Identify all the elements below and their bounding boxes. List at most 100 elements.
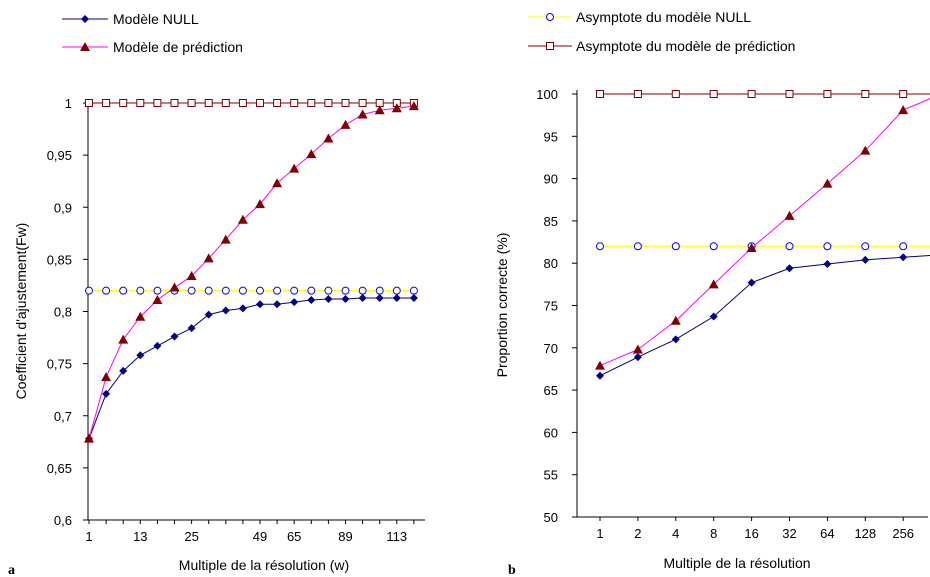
data-point-null: [102, 389, 111, 398]
y-tick-label: 95: [544, 129, 558, 144]
series-asymptote-null: [596, 242, 930, 251]
data-point-asymptote-prediction: [861, 90, 870, 98]
data-point-asymptote-prediction: [358, 99, 367, 107]
data-point-asymptote-prediction: [899, 90, 908, 98]
data-point-asymptote-null: [187, 286, 196, 295]
y-ticks-a: 0,6 0,65 0,7 0,75 0,8 0,85 0,9 0,95 1: [47, 96, 88, 528]
data-point-prediction: [255, 199, 265, 209]
x-axis-label-b: Multiple de la résolution: [663, 555, 810, 571]
y-ticks-b: 50 55 60 65 70 75 80 85 90 95 100: [536, 87, 577, 525]
data-point-null: [136, 351, 145, 360]
data-point-prediction: [186, 271, 197, 281]
series-asymptote-prediction: [85, 99, 418, 107]
data-point-asymptote-prediction: [85, 99, 93, 107]
data-point-asymptote-prediction: [341, 99, 350, 107]
series-b: [595, 90, 930, 380]
data-point-null: [119, 366, 128, 375]
data-point-asymptote-null: [119, 286, 128, 295]
data-point-prediction: [101, 372, 112, 382]
data-point-asymptote-prediction: [596, 90, 604, 98]
series-line-null: [599, 254, 930, 377]
data-point-prediction: [822, 178, 833, 188]
y-axis-label-a: Coefficient d'ajustement(Fw): [13, 223, 29, 400]
data-point-prediction: [340, 119, 351, 129]
data-point-null: [221, 306, 230, 315]
data-point-asymptote-null: [899, 242, 908, 251]
legend-marker-asym-null: [546, 13, 554, 21]
data-point-null: [899, 253, 908, 262]
data-point-prediction: [632, 344, 643, 354]
data-point-null: [238, 304, 247, 313]
data-point-prediction: [152, 295, 163, 305]
data-point-prediction: [784, 210, 795, 220]
data-point-asymptote-null: [153, 286, 162, 295]
y-tick-label: 70: [544, 341, 558, 356]
legend-a: Modèle NULL Modèle de prédiction: [62, 11, 243, 55]
data-point-prediction: [898, 105, 909, 115]
data-point-asymptote-null: [392, 286, 401, 295]
data-point-prediction: [595, 360, 605, 370]
x-tick-label: 13: [133, 529, 147, 544]
data-point-asymptote-null: [671, 242, 680, 251]
y-tick-label: 100: [536, 87, 558, 102]
x-tick-label: 128: [854, 526, 876, 541]
x-tick-label: 65: [287, 529, 301, 544]
data-point-asymptote-null: [358, 286, 367, 295]
data-point-null: [341, 294, 350, 303]
data-point-null: [823, 260, 832, 269]
data-point-asymptote-prediction: [221, 99, 230, 107]
axes-a: [87, 99, 425, 521]
series-asymptote-null: [85, 286, 418, 295]
data-point-asymptote-null: [85, 286, 93, 295]
y-tick-label: 1: [65, 96, 72, 111]
y-tick-label: 75: [544, 299, 558, 314]
data-point-asymptote-null: [136, 286, 145, 295]
data-point-null: [324, 294, 333, 303]
x-ticks-b: 1248163264128256288: [596, 517, 914, 541]
x-tick-label: 4: [672, 526, 679, 541]
x-tick-label: 25: [184, 529, 198, 544]
x-tick-label: 64: [820, 526, 834, 541]
data-point-null: [375, 293, 384, 302]
x-ticks-a: 1 13 25 49 65 89 113: [85, 520, 415, 544]
chart-panel-a: a 0,60,650,70,750,80,850,90,951 1 13 25 49 6…: [8, 96, 425, 577]
x-axis-label-a: Multiple de la résolution (w): [179, 557, 349, 573]
data-point-null: [709, 312, 718, 321]
data-point-asymptote-prediction: [153, 99, 162, 107]
y-tick-label: 0,85: [47, 252, 72, 267]
data-point-prediction: [323, 133, 334, 143]
data-point-prediction: [306, 149, 317, 159]
x-tick-label: 16: [744, 526, 758, 541]
x-tick-label: 113: [386, 529, 407, 544]
data-point-prediction: [746, 242, 757, 252]
panel-label-a: a: [8, 563, 15, 577]
data-point-null: [747, 278, 756, 287]
x-tick-label: 256: [892, 526, 914, 541]
data-point-null: [204, 310, 213, 319]
data-point-asymptote-null: [290, 286, 299, 295]
data-point-asymptote-prediction: [290, 99, 299, 107]
y-tick-label: 0,9: [54, 200, 72, 215]
data-point-asymptote-null: [256, 286, 264, 295]
data-point-null: [409, 293, 418, 302]
data-point-asymptote-null: [273, 286, 282, 295]
data-point-asymptote-prediction: [170, 99, 179, 107]
y-tick-label: 0,7: [54, 409, 72, 424]
data-point-null: [861, 255, 870, 264]
data-point-asymptote-null: [204, 286, 213, 295]
data-point-asymptote-null: [221, 286, 230, 295]
data-point-asymptote-prediction: [823, 90, 832, 98]
legend-b: Asymptote du modèle NULL Asymptote du mo…: [528, 9, 795, 54]
legend-label-asym-null: Asymptote du modèle NULL: [576, 9, 751, 25]
data-point-prediction: [84, 433, 94, 443]
data-point-null: [307, 296, 316, 305]
legend-marker-null: [81, 15, 89, 23]
data-point-asymptote-null: [324, 286, 333, 295]
data-point-null: [596, 371, 604, 380]
data-point-prediction: [220, 234, 231, 244]
data-point-prediction: [670, 315, 681, 325]
x-tick-label: 49: [253, 529, 267, 544]
data-point-asymptote-null: [409, 286, 418, 295]
x-tick-label: 32: [782, 526, 796, 541]
data-point-asymptote-prediction: [671, 90, 680, 98]
